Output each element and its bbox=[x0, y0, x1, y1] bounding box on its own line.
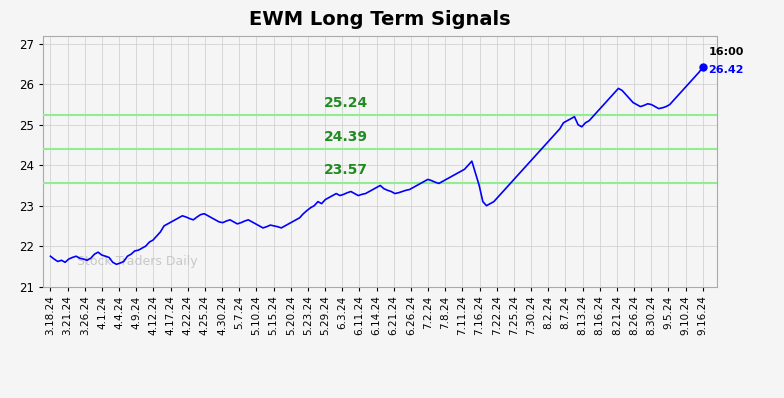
Text: 26.42: 26.42 bbox=[708, 65, 744, 75]
Title: EWM Long Term Signals: EWM Long Term Signals bbox=[249, 10, 511, 29]
Text: Stock Traders Daily: Stock Traders Daily bbox=[77, 256, 198, 268]
Text: 24.39: 24.39 bbox=[324, 130, 368, 144]
Text: 16:00: 16:00 bbox=[708, 47, 743, 57]
Text: 25.24: 25.24 bbox=[324, 96, 368, 110]
Text: 23.57: 23.57 bbox=[324, 163, 368, 178]
